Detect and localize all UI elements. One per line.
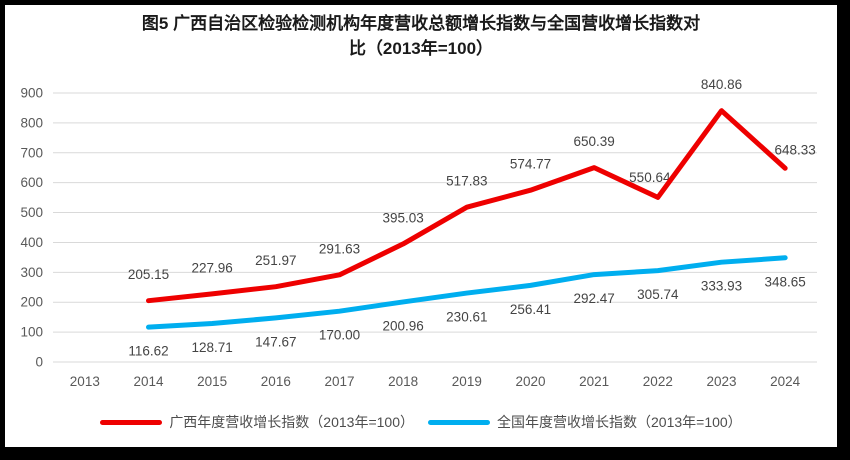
legend-label-national: 全国年度营收增长指数（2013年=100） (497, 414, 742, 430)
chart-title-line1: 图5 广西自治区检验检测机构年度营收总额增长指数与全国营收增长指数对 (141, 14, 701, 33)
national-line-swatch (428, 419, 490, 425)
x-tick-label: 2016 (261, 374, 291, 389)
chart-title: 图5 广西自治区检验检测机构年度营收总额增长指数与全国营收增长指数对 比（201… (20, 11, 822, 61)
y-tick-label: 900 (20, 86, 43, 101)
data-label-guangxi: 550.64 (629, 170, 671, 185)
y-tick-label: 0 (35, 355, 43, 370)
x-tick-label: 2017 (324, 374, 354, 389)
data-label-national: 348.65 (765, 274, 806, 289)
x-tick-label: 2021 (579, 374, 609, 389)
x-tick-label: 2022 (643, 374, 673, 389)
data-label-guangxi: 227.96 (192, 260, 233, 275)
data-label-guangxi: 517.83 (446, 174, 487, 189)
data-label-guangxi: 251.97 (255, 253, 296, 268)
data-label-guangxi: 574.77 (510, 157, 551, 172)
legend-item-guangxi: 广西年度营收增长指数（2013年=100） (100, 412, 414, 432)
guangxi-line-swatch (100, 419, 163, 425)
national-series-line (146, 255, 788, 330)
legend-item-national: 全国年度营收增长指数（2013年=100） (428, 412, 742, 432)
guangxi-series-line (146, 108, 788, 304)
x-tick-label: 2014 (133, 374, 164, 389)
data-label-guangxi: 840.86 (701, 77, 742, 92)
y-tick-label: 100 (20, 325, 43, 340)
data-label-national: 256.41 (510, 302, 551, 317)
chart-legend: 广西年度营收增长指数（2013年=100） 全国年度营收增长指数（2013年=1… (0, 410, 842, 434)
data-label-national: 147.67 (255, 334, 296, 349)
data-label-guangxi: 205.15 (128, 267, 169, 282)
chart-title-line2: 比（2013年=100） (348, 39, 494, 58)
x-tick-label: 2013 (70, 374, 100, 389)
data-label-national: 128.71 (192, 340, 233, 355)
x-tick-label: 2019 (452, 374, 482, 389)
y-tick-label: 700 (20, 145, 43, 160)
data-label-national: 170.00 (319, 328, 360, 343)
data-label-guangxi: 395.03 (383, 210, 424, 225)
x-tick-label: 2018 (388, 374, 418, 389)
data-label-national: 200.96 (383, 318, 424, 333)
y-tick-label: 200 (20, 295, 43, 310)
data-label-guangxi: 650.39 (574, 134, 615, 149)
data-label-national: 292.47 (574, 291, 615, 306)
data-label-national: 116.62 (128, 344, 168, 359)
y-tick-label: 800 (20, 115, 43, 130)
y-tick-label: 400 (20, 235, 43, 250)
data-label-guangxi: 291.63 (319, 241, 360, 256)
y-tick-label: 600 (20, 175, 43, 190)
x-tick-label: 2015 (197, 374, 227, 389)
x-tick-label: 2023 (706, 374, 736, 389)
x-tick-label: 2024 (770, 374, 801, 389)
data-label-national: 305.74 (637, 287, 679, 302)
y-tick-label: 300 (20, 265, 43, 280)
data-label-national: 230.61 (446, 310, 487, 325)
data-label-national: 333.93 (701, 279, 742, 294)
y-tick-label: 500 (20, 205, 43, 220)
data-label-guangxi: 648.33 (775, 143, 816, 158)
x-tick-label: 2020 (515, 374, 545, 389)
legend-label-guangxi: 广西年度营收增长指数（2013年=100） (169, 414, 414, 430)
